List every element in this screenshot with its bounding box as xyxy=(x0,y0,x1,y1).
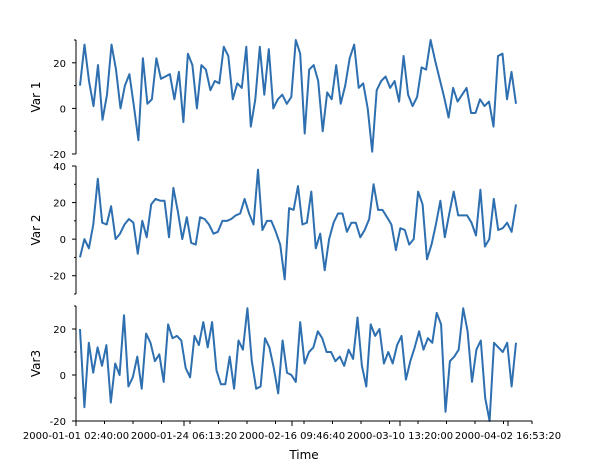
series-line-3 xyxy=(79,307,517,422)
panel-2: -20 0 20 40 Var 2 xyxy=(29,162,517,295)
x-tick-label: 2000-02-16 09:46:40 xyxy=(239,431,345,442)
y-axis-label-1: Var 1 xyxy=(29,81,43,112)
y-axis-label-3: Var3 xyxy=(29,350,43,377)
y-tick-label: 0 xyxy=(60,371,66,382)
y-tick-label: 0 xyxy=(60,235,66,246)
chart-panels: -20 0 20 Var 1 -20 0 20 40 Var 2 -20 0 20 Var3 xyxy=(29,39,517,428)
y-tick-label: 20 xyxy=(53,325,66,336)
y-axis-label-2: Var 2 xyxy=(29,214,43,245)
x-tick-label: 2000-01-24 06:13:20 xyxy=(131,431,237,442)
y-tick-label: 0 xyxy=(60,104,66,115)
y-tick-label: -20 xyxy=(50,150,66,161)
panel-3: -20 0 20 Var3 xyxy=(29,305,517,428)
panel-1: -20 0 20 Var 1 xyxy=(29,39,517,161)
x-tick-label: 2000-04-02 16:53:20 xyxy=(455,431,561,442)
x-tick-label: 2000-01-01 02:40:00 xyxy=(23,431,129,442)
y-tick-label: 20 xyxy=(53,59,66,70)
x-axis: 2000-01-01 02:40:00 2000-01-24 06:13:20 20… xyxy=(23,420,561,442)
x-tick-label: 2000-03-10 13:20:00 xyxy=(347,431,453,442)
series-line-1 xyxy=(79,39,517,153)
y-tick-label: 20 xyxy=(53,199,66,210)
y-tick-label: -20 xyxy=(50,417,66,428)
y-tick-label: 40 xyxy=(53,162,66,173)
series-line-2 xyxy=(79,168,517,281)
y-tick-label: -20 xyxy=(50,272,66,283)
x-axis-label: Time xyxy=(288,448,318,460)
x-ticks: 2000-01-01 02:40:00 2000-01-24 06:13:20 20… xyxy=(23,421,561,442)
